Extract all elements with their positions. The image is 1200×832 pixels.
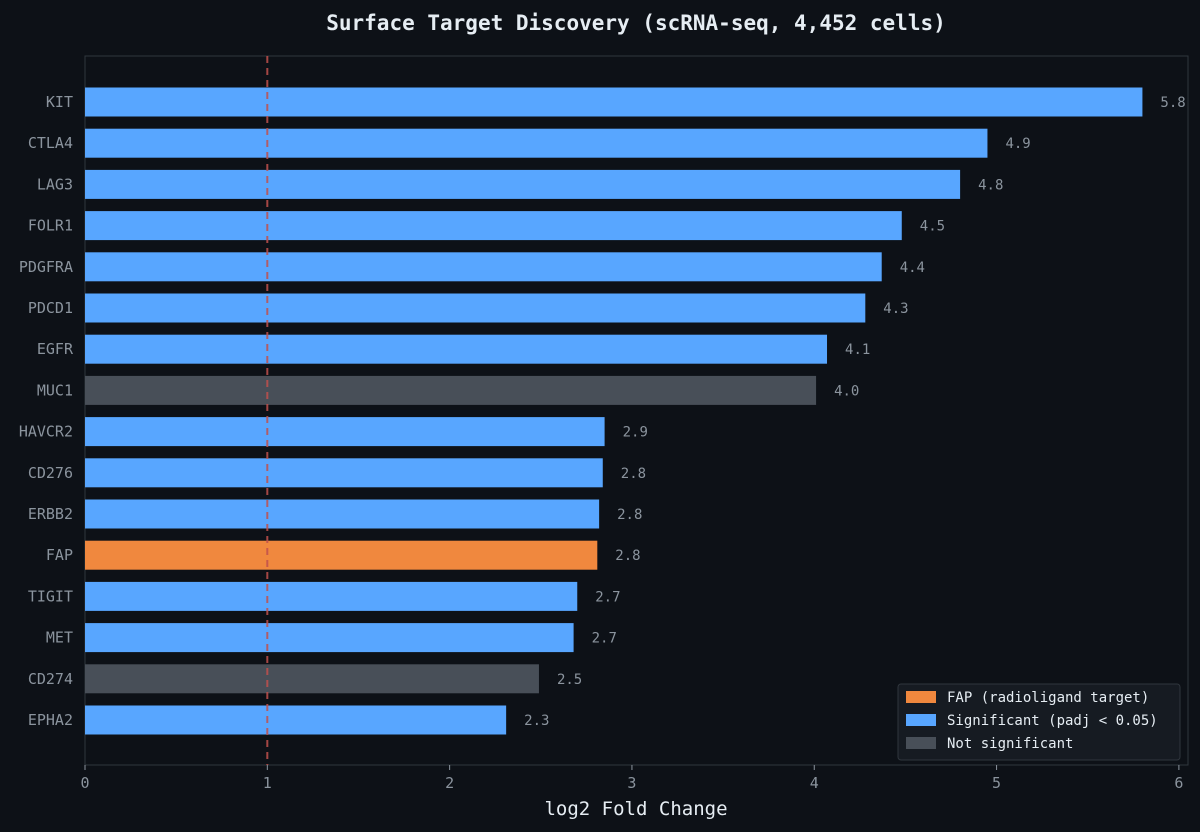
legend-swatch-significant [906, 714, 936, 726]
bar-fap [85, 540, 598, 570]
bar-tigit [85, 581, 578, 611]
bar-kit [85, 87, 1143, 117]
bar-muc1 [85, 375, 817, 405]
legend-label-significant: Significant (padj < 0.05) [947, 713, 1158, 729]
value-label-pdcd1: 4.3 [883, 301, 908, 317]
bars-layer: KIT 5.8 CTLA4 4.9 LAG3 4.8 FOLR1 4.5 PDGFRA 4.4 PD… [19, 87, 1186, 735]
legend-box [897, 683, 1181, 761]
value-label-pdgfra: 4.4 [900, 260, 925, 276]
x-tick-label: 4 [810, 774, 819, 792]
value-label-cd276: 2.8 [621, 466, 646, 482]
value-label-lag3: 4.8 [978, 177, 1003, 193]
value-label-folr1: 4.5 [920, 219, 945, 235]
value-label-ctla4: 4.9 [1005, 136, 1030, 152]
bar-erbb2 [85, 499, 600, 529]
legend-swatch-fap [906, 691, 936, 703]
category-label-erbb2: ERBB2 [28, 505, 73, 523]
category-label-lag3: LAG3 [37, 175, 73, 193]
category-label-ctla4: CTLA4 [28, 134, 73, 152]
value-label-erbb2: 2.8 [617, 507, 642, 523]
bar-pdgfra [85, 252, 882, 282]
category-label-havcr2: HAVCR2 [19, 423, 73, 441]
category-label-egfr: EGFR [37, 340, 74, 358]
category-label-epha2: EPHA2 [28, 711, 73, 729]
category-label-met: MET [46, 629, 73, 647]
value-label-tigit: 2.7 [595, 589, 620, 605]
x-tick-label: 0 [80, 774, 89, 792]
bar-pdcd1 [85, 293, 866, 323]
bar-ctla4 [85, 128, 988, 158]
bar-egfr [85, 334, 828, 364]
bar-met [85, 623, 574, 653]
value-label-cd274: 2.5 [557, 672, 582, 688]
value-label-fap: 2.8 [615, 548, 640, 564]
x-axis-label: log2 Fold Change [544, 798, 727, 820]
value-label-muc1: 4.0 [834, 383, 859, 399]
category-label-kit: KIT [46, 93, 73, 111]
legend-label-fap: FAP (radioligand target) [947, 690, 1149, 706]
x-tick-label: 2 [445, 774, 454, 792]
bar-epha2 [85, 705, 507, 735]
x-tick-label: 3 [627, 774, 636, 792]
plot-frame [84, 55, 1189, 766]
bar-cd276 [85, 458, 603, 488]
bar-folr1 [85, 211, 902, 241]
legend-swatch-not_significant [906, 737, 936, 749]
category-label-fap: FAP [46, 546, 73, 564]
value-label-egfr: 4.1 [845, 342, 870, 358]
category-label-folr1: FOLR1 [28, 217, 73, 235]
category-label-pdgfra: PDGFRA [19, 258, 73, 276]
legend-label-not_significant: Not significant [947, 736, 1073, 752]
x-tick-label: 6 [1174, 774, 1183, 792]
value-label-kit: 5.8 [1160, 95, 1185, 111]
value-label-epha2: 2.3 [524, 713, 549, 729]
bar-lag3 [85, 169, 961, 199]
value-label-havcr2: 2.9 [623, 425, 648, 441]
category-label-muc1: MUC1 [37, 381, 73, 399]
category-label-cd276: CD276 [28, 464, 73, 482]
category-label-cd274: CD274 [28, 670, 73, 688]
category-label-pdcd1: PDCD1 [28, 299, 73, 317]
legend: FAP (radioligand target) Significant (pad… [897, 683, 1181, 761]
value-label-met: 2.7 [592, 631, 617, 647]
bar-cd274 [85, 664, 539, 694]
category-label-tigit: TIGIT [28, 587, 73, 605]
bar-havcr2 [85, 417, 605, 447]
chart-title: Surface Target Discovery (scRNA-seq, 4,4… [326, 11, 946, 35]
x-axis: 0 1 2 3 4 5 6 [80, 765, 1183, 792]
x-tick-label: 1 [263, 774, 272, 792]
x-tick-label: 5 [992, 774, 1001, 792]
